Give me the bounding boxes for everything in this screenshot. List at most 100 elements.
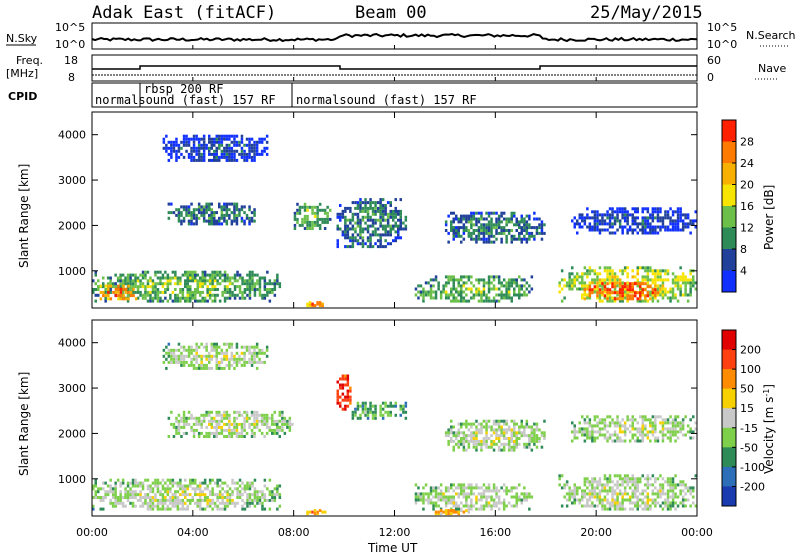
- velocity-cell: [634, 477, 637, 481]
- velocity-cell: [225, 348, 229, 352]
- velocity-cell: [560, 486, 564, 490]
- velocity-cell: [649, 421, 652, 425]
- power-cell: [681, 293, 685, 297]
- velocity-cell: [490, 439, 493, 443]
- power-cell: [208, 219, 211, 223]
- velocity-cell: [462, 445, 466, 449]
- velocity-cell: [215, 425, 218, 429]
- power-cell: [586, 296, 589, 300]
- power-cell: [596, 219, 599, 223]
- velocity-cell: [174, 501, 177, 505]
- power-cell: [359, 236, 362, 240]
- velocity-cell: [429, 492, 433, 496]
- velocity-cell: [246, 501, 249, 505]
- power-cell: [184, 279, 187, 283]
- power-cell: [492, 223, 496, 227]
- power-cell: [228, 158, 231, 162]
- velocity-cell: [243, 422, 246, 426]
- velocity-cell: [465, 425, 468, 429]
- velocity-cell: [507, 448, 511, 452]
- velocity-cell: [194, 501, 197, 505]
- velocity-cell: [684, 498, 687, 502]
- velocity-cell: [485, 428, 488, 432]
- velocity-cell: [573, 433, 576, 437]
- power-cell: [608, 231, 612, 235]
- power-cell: [114, 287, 118, 291]
- power-cell: [578, 213, 581, 217]
- power-cell: [124, 276, 127, 280]
- power-cell: [248, 293, 252, 297]
- power-cell: [452, 287, 455, 291]
- velocity-cell: [444, 509, 448, 513]
- power-cell: [349, 221, 352, 225]
- velocity-cell: [626, 480, 629, 484]
- velocity-cell: [306, 510, 309, 514]
- velocity-cell: [681, 504, 685, 508]
- velocity-cell: [671, 483, 675, 487]
- velocity-cell: [175, 348, 178, 352]
- power-cell: [240, 134, 244, 138]
- power-cell: [457, 217, 460, 221]
- velocity-cell: [500, 486, 503, 490]
- velocity-cell: [182, 419, 186, 423]
- velocity-cell: [591, 430, 594, 434]
- power-cell: [200, 208, 203, 212]
- velocity-cell: [530, 448, 534, 452]
- power-cell: [631, 219, 634, 223]
- power-cell: [318, 227, 322, 230]
- power-cell: [361, 206, 365, 210]
- velocity-cell: [149, 490, 152, 494]
- velocity-cell: [268, 478, 272, 482]
- velocity-cell: [636, 427, 639, 431]
- velocity-cell: [256, 496, 259, 499]
- velocity-cell: [656, 489, 660, 493]
- power-cell: [538, 223, 541, 227]
- power-cell: [613, 285, 617, 289]
- velocity-cell: [164, 487, 167, 491]
- power-cell: [392, 212, 395, 216]
- velocity-cell: [238, 478, 242, 482]
- power-cell: [346, 245, 350, 249]
- velocity-cell: [651, 430, 655, 434]
- velocity-cell: [606, 424, 609, 428]
- velocity-cell: [273, 410, 276, 414]
- velocity-cell: [505, 489, 508, 493]
- power-cell: [487, 284, 491, 288]
- velocity-cell: [634, 504, 637, 508]
- velocity-cell: [465, 439, 468, 443]
- velocity-cell: [480, 492, 483, 496]
- velocity-cell: [437, 504, 440, 508]
- velocity-cell: [495, 492, 498, 496]
- power-cell: [628, 282, 632, 286]
- power-cell: [417, 284, 420, 288]
- power-cell: [482, 278, 486, 282]
- power-cell: [389, 215, 392, 219]
- colorbar-swatch: [722, 120, 736, 142]
- velocity-cell: [230, 428, 234, 432]
- velocity-cell: [144, 498, 147, 502]
- velocity-cell: [639, 427, 642, 431]
- velocity-cell: [208, 351, 211, 355]
- velocity-cell: [661, 430, 665, 434]
- velocity-cell: [480, 495, 483, 499]
- power-cell: [404, 218, 408, 222]
- power-cell: [510, 299, 513, 303]
- power-cell: [201, 299, 204, 303]
- power-cell: [102, 290, 105, 294]
- power-cell: [194, 288, 197, 291]
- power-cell: [497, 217, 501, 221]
- power-cell: [487, 211, 491, 215]
- power-cell: [586, 216, 589, 220]
- velocity-cell: [676, 495, 680, 499]
- power-cell: [225, 211, 229, 215]
- power-cell: [213, 293, 217, 297]
- velocity-cell: [644, 415, 647, 419]
- velocity-cell: [497, 445, 501, 449]
- velocity-cell: [223, 435, 226, 438]
- velocity-cell: [205, 363, 208, 367]
- velocity-cell: [465, 434, 468, 438]
- velocity-cell: [141, 481, 145, 485]
- power-cell: [692, 281, 695, 285]
- power-cell: [659, 228, 662, 232]
- velocity-cell: [475, 498, 478, 502]
